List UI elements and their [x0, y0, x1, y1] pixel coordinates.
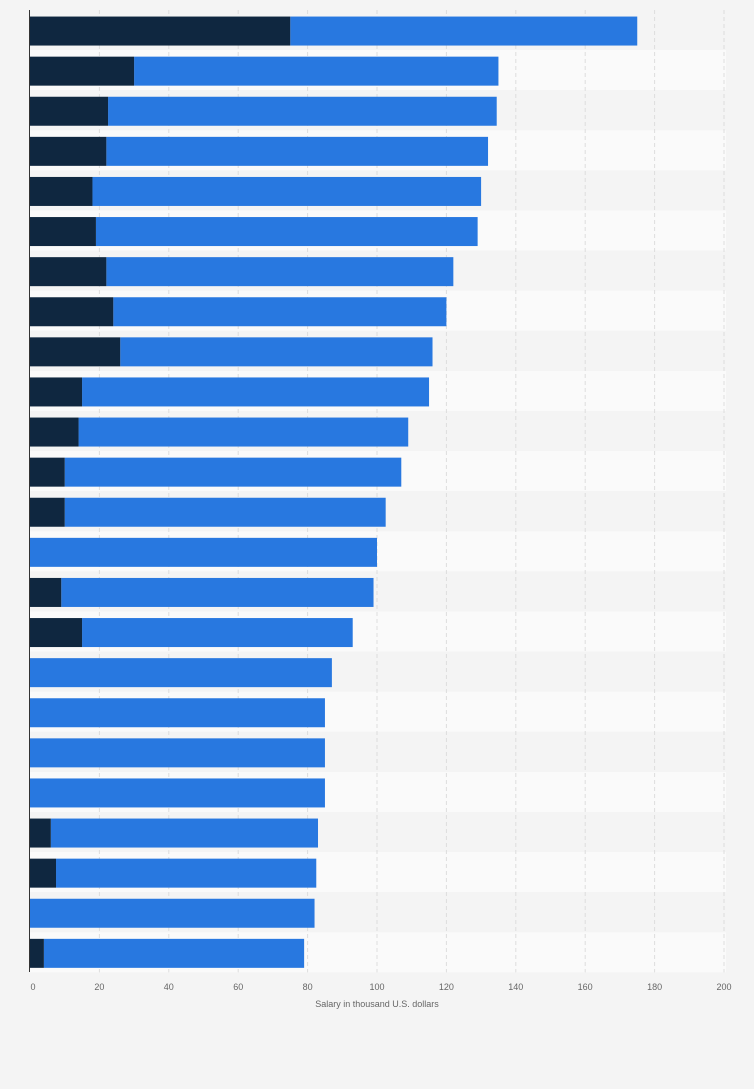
- bar-segment-2: [113, 297, 447, 327]
- x-axis-label: Salary in thousand U.S. dollars: [315, 999, 439, 1009]
- bar-segment-2: [290, 16, 638, 46]
- bar-segment-2: [50, 818, 319, 848]
- bar-segment-1: [30, 16, 291, 46]
- bar-segment-1: [30, 858, 57, 888]
- x-tick-label: 80: [303, 982, 313, 992]
- bars: [30, 16, 638, 968]
- bar-segment-1: [30, 818, 51, 848]
- x-tick-label: 0: [30, 982, 35, 992]
- bar-segment-2: [30, 778, 325, 808]
- bar-segment-2: [56, 858, 317, 888]
- x-tick-label: 20: [94, 982, 104, 992]
- bar-segment-2: [30, 738, 325, 768]
- bar-segment-1: [30, 337, 121, 367]
- bar-segment-1: [30, 457, 65, 487]
- bar-segment-1: [30, 297, 114, 327]
- x-axis-ticks: 0 20 40 60 80 100 120 140 160 180 200: [30, 982, 731, 992]
- bar-segment-1: [30, 217, 96, 247]
- x-tick-label: 120: [439, 982, 454, 992]
- bar-segment-2: [61, 577, 374, 607]
- bar-segment-1: [30, 257, 107, 287]
- bar-segment-1: [30, 176, 93, 206]
- x-tick-label: 180: [647, 982, 662, 992]
- bar-segment-2: [64, 457, 402, 487]
- bar-segment-2: [134, 56, 499, 86]
- bar-segment-1: [30, 136, 107, 166]
- bar-segment-1: [30, 377, 83, 407]
- bar-segment-2: [30, 898, 315, 928]
- x-tick-label: 140: [508, 982, 523, 992]
- x-tick-label: 100: [369, 982, 384, 992]
- bar-segment-1: [30, 497, 65, 527]
- bar-segment-1: [30, 417, 79, 447]
- bar-segment-2: [30, 537, 377, 567]
- bar-segment-2: [82, 377, 430, 407]
- bar-segment-1: [30, 938, 44, 968]
- bar-segment-1: [30, 577, 62, 607]
- bar-segment-2: [30, 658, 332, 688]
- bar-segment-2: [64, 497, 386, 527]
- bar-segment-2: [108, 96, 497, 126]
- bar-segment-1: [30, 96, 109, 126]
- bar-segment-2: [95, 217, 478, 247]
- bar-segment-2: [120, 337, 433, 367]
- x-tick-label: 60: [233, 982, 243, 992]
- bar-segment-2: [78, 417, 409, 447]
- bar-segment-2: [92, 176, 482, 206]
- x-tick-label: 160: [578, 982, 593, 992]
- bar-segment-2: [30, 698, 325, 728]
- bar-segment-1: [30, 618, 83, 648]
- bar-segment-1: [30, 56, 135, 86]
- bar-segment-2: [43, 938, 305, 968]
- bar-segment-2: [106, 136, 489, 166]
- x-tick-label: 200: [716, 982, 731, 992]
- bar-segment-2: [106, 257, 454, 287]
- bar-segment-2: [82, 618, 353, 648]
- x-tick-label: 40: [164, 982, 174, 992]
